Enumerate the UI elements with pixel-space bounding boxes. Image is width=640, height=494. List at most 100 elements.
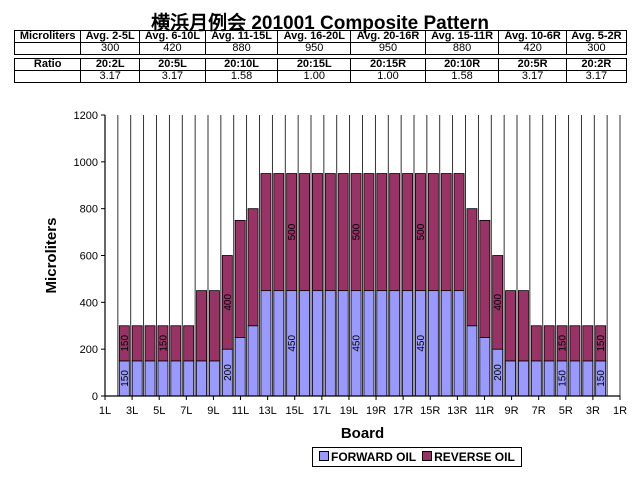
x-tick-label: 11R [475, 405, 494, 417]
microliters-value: 420 [498, 42, 567, 55]
reverse-oil-bar [453, 173, 465, 292]
reverse-oil-bar [402, 173, 413, 292]
reverse-oil-bar [144, 325, 156, 362]
forward-oil-bar [466, 325, 478, 397]
x-tick-label: 9L [207, 405, 219, 417]
microliters-value: 950 [350, 42, 426, 55]
forward-oil-bar [363, 290, 375, 397]
legend-swatch-forward [319, 451, 329, 461]
forward-oil-bar [131, 360, 143, 397]
microliters-row-label: Microliters [13, 30, 82, 43]
reverse-oil-bar [324, 173, 336, 292]
ratio-value-row: 3.17 3.17 1.58 1.00 1.00 1.58 3.17 3.17 [13, 70, 628, 83]
reverse-oil-bar [543, 325, 555, 362]
range-header: Avg. 15-11R [424, 30, 500, 43]
forward-oil-bar [299, 290, 310, 397]
data-label: 200 [223, 364, 234, 381]
forward-oil-bar [273, 290, 285, 397]
forward-oil-bar [144, 360, 156, 397]
range-header: Avg. 11-15L [204, 30, 279, 43]
ratio-row-label: Ratio [13, 58, 82, 71]
reverse-oil-bar [131, 325, 143, 362]
reverse-oil-bar [479, 219, 491, 338]
microliters-value: 880 [204, 42, 279, 55]
reverse-oil-bar [389, 173, 401, 292]
y-axis-title: Microliters [43, 218, 60, 294]
data-label: 150 [558, 335, 569, 352]
forward-oil-bar [518, 360, 529, 397]
data-label: 500 [416, 223, 427, 240]
forward-oil-bar [170, 360, 182, 397]
reverse-oil-bar [518, 290, 529, 362]
x-tick-label: 5R [559, 405, 573, 417]
data-label: 150 [158, 335, 169, 352]
legend-swatch-reverse [422, 451, 433, 461]
range-header: Avg. 20-16R [350, 30, 426, 43]
legend-item-reverse: REVERSE OIL [422, 450, 515, 464]
ratio-value: 1.58 [204, 70, 279, 83]
forward-oil-bar [530, 360, 542, 397]
forward-oil-bar [183, 360, 195, 397]
x-tick-label: 5L [153, 405, 165, 417]
x-tick-label: 19R [366, 405, 386, 417]
summary-table: Microliters Avg. 2-5L Avg. 6-10L Avg. 11… [13, 30, 628, 83]
reverse-oil-bar [595, 325, 607, 362]
reverse-oil-bar [492, 255, 504, 350]
x-tick-label: 15R [420, 405, 440, 417]
reverse-oil-bar [312, 173, 323, 292]
reverse-oil-bar [337, 173, 349, 292]
empty-cell [13, 70, 82, 83]
y-tick-label: 800 [80, 204, 98, 216]
reverse-oil-bar [427, 173, 439, 292]
ratio-value: 3.17 [565, 70, 628, 83]
x-tick-label: 3L [126, 405, 138, 417]
forward-oil-bar [337, 290, 349, 397]
forward-oil-bar [402, 290, 413, 397]
legend-label-reverse: REVERSE OIL [434, 450, 515, 464]
data-label: 450 [352, 335, 363, 352]
data-label: 150 [120, 335, 131, 352]
ratio-header: 20:2L [80, 58, 141, 71]
forward-oil-bar [196, 360, 207, 397]
ratio-header: 20:5R [498, 58, 567, 71]
x-tick-label: 7L [180, 405, 192, 417]
ratio-header: 20:10R [424, 58, 500, 71]
reverse-oil-bar [299, 173, 310, 292]
ratio-header: 20:15R [350, 58, 426, 71]
data-label: 450 [416, 335, 427, 352]
x-tick-label: 11L [232, 405, 250, 417]
x-tick-label: 13L [258, 405, 276, 417]
forward-oil-bar [260, 290, 272, 397]
forward-oil-bar [247, 325, 259, 397]
reverse-oil-bar [273, 173, 285, 292]
forward-oil-bar [582, 360, 594, 397]
forward-oil-bar [157, 360, 169, 397]
legend-item-forward: FORWARD OIL [319, 450, 416, 464]
reverse-oil-bar [234, 219, 246, 338]
reverse-oil-bar [530, 325, 542, 362]
ratio-header: 20:2R [565, 58, 628, 71]
forward-oil-bar [209, 360, 220, 397]
ratio-value: 3.17 [498, 70, 567, 83]
chart-legend: FORWARD OIL REVERSE OIL [312, 447, 522, 467]
empty-cell [13, 42, 82, 55]
reverse-oil-bar [556, 325, 568, 362]
y-tick-label: 1200 [74, 110, 98, 122]
reverse-oil-bar [363, 173, 375, 292]
x-tick-label: 1R [613, 405, 627, 417]
x-tick-label: 17R [393, 405, 413, 417]
x-tick-label: 15L [286, 405, 304, 417]
reverse-oil-bar [183, 325, 195, 362]
reverse-oil-bar [170, 325, 182, 362]
data-label: 400 [493, 294, 504, 311]
data-label: 150 [120, 370, 131, 387]
forward-oil-bar [440, 290, 452, 397]
reverse-oil-bar [415, 173, 426, 292]
forward-oil-bar [505, 360, 516, 397]
reverse-oil-bar [350, 173, 362, 292]
forward-oil-bar [389, 290, 401, 397]
range-header: Avg. 10-6R [498, 30, 567, 43]
forward-oil-bar [479, 337, 491, 397]
forward-oil-bar [324, 290, 336, 397]
reverse-oil-bar [196, 290, 207, 362]
